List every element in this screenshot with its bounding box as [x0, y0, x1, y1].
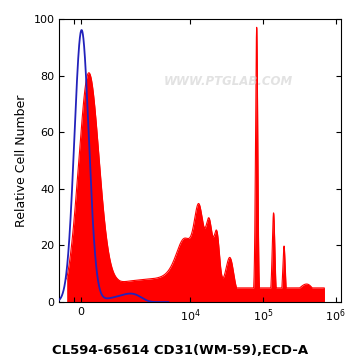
Text: WWW.PTGLAB.COM: WWW.PTGLAB.COM — [164, 75, 293, 88]
Y-axis label: Relative Cell Number: Relative Cell Number — [15, 94, 28, 227]
Text: CL594-65614 CD31(WM-59),ECD-A: CL594-65614 CD31(WM-59),ECD-A — [52, 344, 309, 357]
